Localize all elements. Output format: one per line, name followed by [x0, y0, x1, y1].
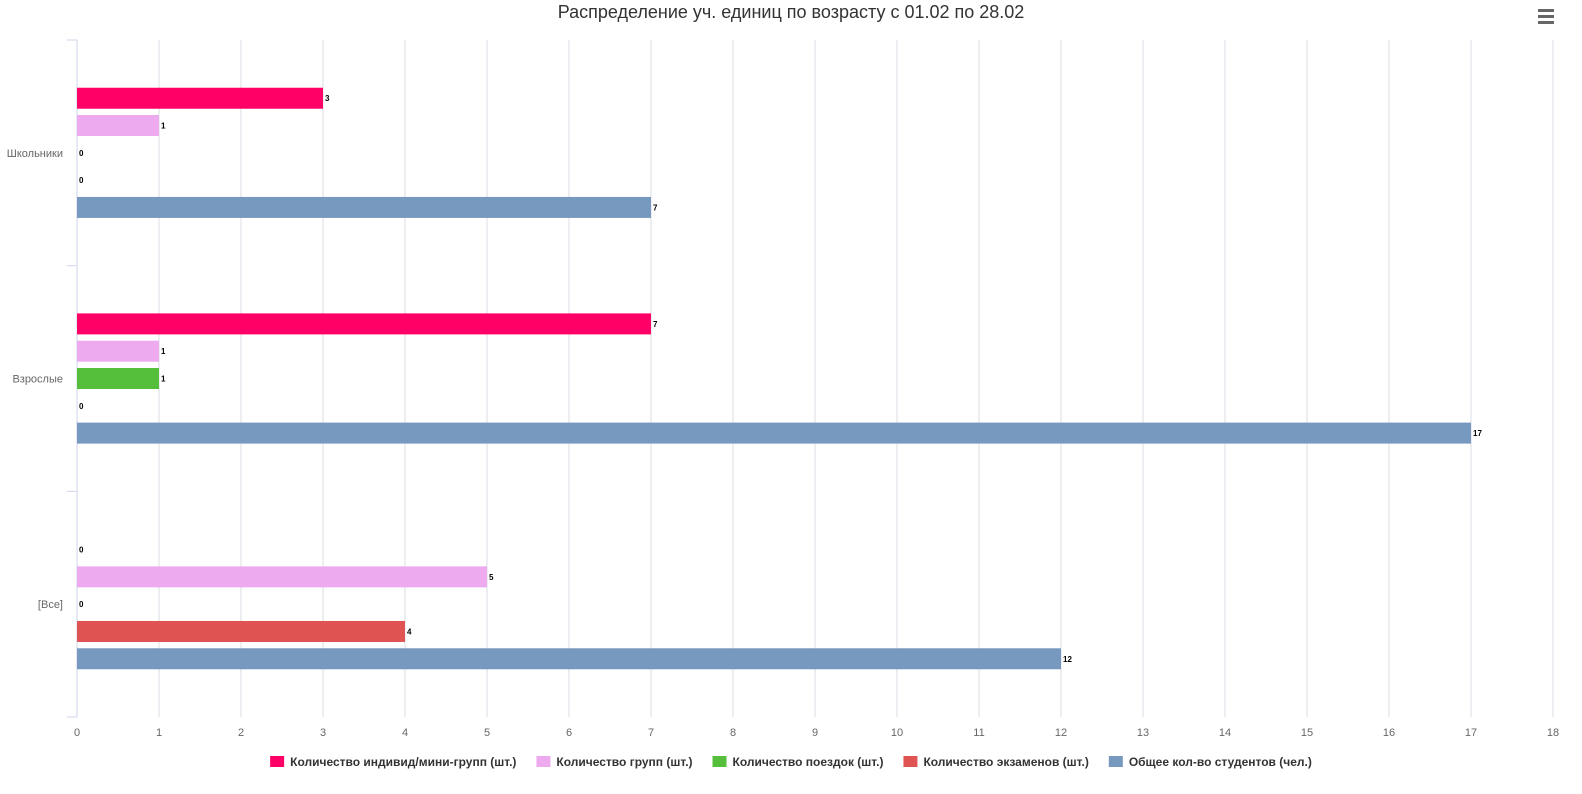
legend-item-label[interactable]: Количество экзаменов (шт.) [923, 755, 1088, 769]
x-tick-label: 0 [74, 727, 80, 739]
x-tick-label: 1 [156, 727, 162, 739]
data-label: 0 [79, 402, 84, 411]
data-label: 1 [161, 347, 166, 356]
hamburger-menu-icon[interactable] [1534, 6, 1558, 28]
bar[interactable] [77, 422, 1471, 444]
bar[interactable] [77, 566, 487, 588]
x-tick-label: 2 [238, 727, 244, 739]
data-label: 3 [325, 94, 330, 103]
category-label: Школьники [7, 148, 63, 160]
data-label: 1 [161, 375, 166, 384]
x-tick-label: 17 [1465, 727, 1477, 739]
x-tick-label: 16 [1383, 727, 1395, 739]
data-label: 0 [79, 546, 84, 555]
data-label: 7 [653, 203, 658, 212]
legend-item-label[interactable]: Количество групп (шт.) [556, 755, 692, 769]
data-label: 0 [79, 600, 84, 609]
chart-title: Распределение уч. единиц по возрасту с 0… [557, 2, 1025, 22]
legend-item-label[interactable]: Количество поездок (шт.) [733, 755, 884, 769]
x-tick-label: 8 [730, 727, 736, 739]
x-tick-label: 6 [566, 727, 572, 739]
legend-swatch[interactable] [1108, 756, 1123, 767]
bar[interactable] [77, 340, 159, 362]
data-label: 7 [653, 320, 658, 329]
x-tick-label: 7 [648, 727, 654, 739]
legend-item-label[interactable]: Общее кол-во студентов (чел.) [1129, 755, 1312, 769]
x-tick-label: 11 [973, 727, 984, 739]
x-tick-label: 12 [1055, 727, 1067, 739]
x-tick-label: 15 [1301, 727, 1313, 739]
data-label: 1 [161, 122, 166, 131]
x-tick-label: 4 [402, 727, 408, 739]
data-label: 0 [79, 149, 84, 158]
bar[interactable] [77, 648, 1061, 670]
x-tick-label: 10 [891, 727, 903, 739]
menu-line [1538, 9, 1554, 12]
legend-swatch[interactable] [903, 756, 918, 767]
x-tick-label: 5 [484, 727, 490, 739]
legend-swatch[interactable] [712, 756, 727, 767]
legend-swatch[interactable] [536, 756, 551, 767]
x-tick-label: 9 [812, 727, 818, 739]
legend-item-label[interactable]: Количество индивид/мини-групп (шт.) [290, 755, 516, 769]
bar[interactable] [77, 87, 323, 109]
bar[interactable] [77, 620, 405, 642]
menu-line [1538, 21, 1554, 24]
bar[interactable] [77, 368, 159, 389]
data-label: 0 [79, 176, 84, 185]
x-tick-label: 13 [1137, 727, 1149, 739]
bar[interactable] [77, 115, 159, 137]
x-tick-label: 18 [1547, 727, 1559, 739]
bar[interactable] [77, 196, 651, 218]
x-tick-label: 3 [320, 727, 326, 739]
x-tick-label: 14 [1219, 727, 1231, 739]
data-label: 17 [1473, 429, 1482, 438]
bar[interactable] [77, 313, 651, 335]
data-label: 5 [489, 573, 494, 582]
category-label: [Все] [38, 599, 63, 611]
data-label: 12 [1063, 655, 1072, 664]
data-label: 4 [407, 627, 412, 636]
legend-swatch[interactable] [270, 756, 285, 767]
menu-line [1538, 15, 1554, 18]
category-label: Взрослые [12, 374, 63, 386]
